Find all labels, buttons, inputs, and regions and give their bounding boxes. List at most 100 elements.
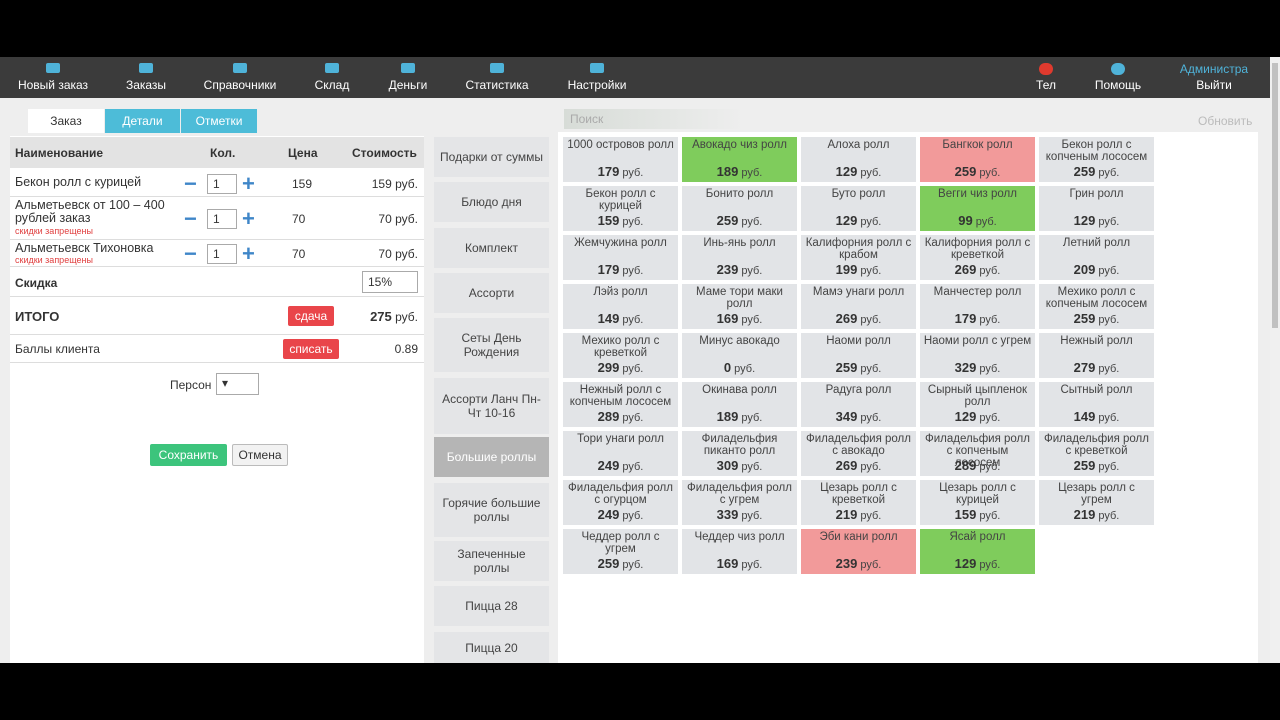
- product-tile[interactable]: Цезарь ролл с угрем 219 руб.: [1039, 480, 1154, 525]
- writeoff-btn[interactable]: списать: [283, 339, 339, 359]
- product-tile[interactable]: Филадельфия пиканто ролл 309 руб.: [682, 431, 797, 476]
- qty-input[interactable]: 1: [207, 173, 237, 194]
- qty-input[interactable]: 1: [207, 208, 237, 229]
- plus-btn[interactable]: +: [242, 205, 255, 231]
- product-tile[interactable]: Бонито ролл 259 руб.: [682, 186, 797, 231]
- product-name: Наоми ролл: [826, 335, 891, 347]
- item-price: 70: [292, 246, 306, 261]
- cancel-btn[interactable]: Отмена: [232, 444, 288, 466]
- nav-item[interactable]: Склад: [314, 78, 350, 92]
- product-name: Бангкок ролл: [942, 139, 1013, 151]
- product-tile[interactable]: Авокадо чиз ролл 189 руб.: [682, 137, 797, 182]
- total-label: ИТОГО: [15, 309, 60, 324]
- nav-item[interactable]: Новый заказ: [17, 78, 89, 92]
- plus-btn[interactable]: +: [242, 240, 255, 266]
- product-tile[interactable]: Калифорния ролл с креветкой 269 руб.: [920, 235, 1035, 280]
- product-tile[interactable]: 1000 островов ролл 179 руб.: [563, 137, 678, 182]
- product-tile[interactable]: Филадельфия ролл с копченым лососем 289 р…: [920, 431, 1035, 476]
- category-button[interactable]: Блюдо дня: [434, 182, 549, 222]
- category-button[interactable]: Ассорти Ланч Пн-Чт 10-16: [434, 378, 549, 434]
- category-button[interactable]: Ассорти: [434, 273, 549, 313]
- product-tile[interactable]: Ясай ролл 129 руб.: [920, 529, 1035, 574]
- minus-btn[interactable]: −: [184, 240, 197, 266]
- minus-btn[interactable]: −: [184, 205, 197, 231]
- product-price: 339 руб.: [682, 508, 797, 522]
- product-tile[interactable]: Летний ролл 209 руб.: [1039, 235, 1154, 280]
- product-tile[interactable]: Филадельфия ролл с огурцом 249 руб.: [563, 480, 678, 525]
- tab[interactable]: Заказ: [28, 109, 104, 133]
- product-tile[interactable]: Цезарь ролл с курицей 159 руб.: [920, 480, 1035, 525]
- product-tile[interactable]: Филадельфия ролл с авокадо 269 руб.: [801, 431, 916, 476]
- category-button[interactable]: Комплект: [434, 228, 549, 268]
- product-tile[interactable]: Наоми ролл с угрем 329 руб.: [920, 333, 1035, 378]
- product-tile[interactable]: Цезарь ролл с креветкой 219 руб.: [801, 480, 916, 525]
- category-button[interactable]: Пицца 28: [434, 586, 549, 626]
- product-price: 179 руб.: [920, 312, 1035, 326]
- discount-select[interactable]: 15%: [362, 271, 418, 293]
- price-value: 279: [1073, 360, 1096, 375]
- minus-btn[interactable]: −: [184, 170, 197, 196]
- product-tile[interactable]: Мехико ролл с креветкой 299 руб.: [563, 333, 678, 378]
- nav-item[interactable]: Тел: [1036, 78, 1056, 92]
- nav-item[interactable]: Настройки: [567, 78, 627, 92]
- logout[interactable]: Выйти: [1196, 78, 1232, 92]
- product-tile[interactable]: Тори унаги ролл 249 руб.: [563, 431, 678, 476]
- product-tile[interactable]: Чеддер чиз ролл 169 руб.: [682, 529, 797, 574]
- product-tile[interactable]: Буто ролл 129 руб.: [801, 186, 916, 231]
- product-tile[interactable]: Калифорния ролл с крабом 199 руб.: [801, 235, 916, 280]
- product-tile[interactable]: Мехико ролл с копченым лососем 259 руб.: [1039, 284, 1154, 329]
- user-name[interactable]: Администра: [1179, 62, 1249, 76]
- product-tile[interactable]: Мамэ унаги ролл 269 руб.: [801, 284, 916, 329]
- plus-btn[interactable]: +: [242, 170, 255, 196]
- product-tile[interactable]: Окинава ролл 189 руб.: [682, 382, 797, 427]
- category-button[interactable]: Горячие большие роллы: [434, 483, 549, 537]
- currency: руб.: [395, 211, 418, 226]
- currency: руб.: [979, 559, 1001, 571]
- nav-item[interactable]: Справочники: [203, 78, 277, 92]
- product-tile[interactable]: Инь-янь ролл 239 руб.: [682, 235, 797, 280]
- nav-item[interactable]: Заказы: [125, 78, 167, 92]
- product-tile[interactable]: Грин ролл 129 руб.: [1039, 186, 1154, 231]
- scroll-thumb[interactable]: [1272, 63, 1278, 328]
- save-btn[interactable]: Сохранить: [150, 444, 227, 466]
- product-tile[interactable]: Нежный ролл 279 руб.: [1039, 333, 1154, 378]
- refresh-link[interactable]: Обновить: [1198, 114, 1253, 128]
- currency: руб.: [979, 314, 1001, 326]
- product-tile[interactable]: Манчестер ролл 179 руб.: [920, 284, 1035, 329]
- nav-item[interactable]: Помощь: [1094, 78, 1142, 92]
- product-tile[interactable]: Алоха ролл 129 руб.: [801, 137, 916, 182]
- category-button[interactable]: Подарки от суммы: [434, 137, 549, 177]
- product-tile[interactable]: Нежный ролл с копченым лососем 289 руб.: [563, 382, 678, 427]
- nav-item[interactable]: Деньги: [388, 78, 428, 92]
- product-tile[interactable]: Лэйз ролл 149 руб.: [563, 284, 678, 329]
- category-button[interactable]: Запеченные роллы: [434, 541, 549, 581]
- persons-select[interactable]: ▾: [216, 373, 259, 395]
- product-tile[interactable]: Филадельфия ролл с креветкой 259 руб.: [1039, 431, 1154, 476]
- qty-input[interactable]: 1: [207, 243, 237, 264]
- product-tile[interactable]: Филадельфия ролл с угрем 339 руб.: [682, 480, 797, 525]
- category-button[interactable]: Пицца 20: [434, 632, 549, 663]
- product-tile[interactable]: Вегги чиз ролл 99 руб.: [920, 186, 1035, 231]
- tab[interactable]: Детали: [105, 109, 180, 133]
- product-tile[interactable]: Радуга ролл 349 руб.: [801, 382, 916, 427]
- search-input[interactable]: Поиск: [564, 109, 744, 129]
- product-tile[interactable]: Эби кани ролл 239 руб.: [801, 529, 916, 574]
- product-tile[interactable]: Минус авокадо 0 руб.: [682, 333, 797, 378]
- category-button[interactable]: Большие роллы: [434, 437, 549, 477]
- product-tile[interactable]: Наоми ролл 259 руб.: [801, 333, 916, 378]
- product-tile[interactable]: Сырный цыпленок ролл 129 руб.: [920, 382, 1035, 427]
- tab[interactable]: Отметки: [181, 109, 257, 133]
- nav-item[interactable]: Статистика: [465, 78, 529, 92]
- product-tile[interactable]: Чеддер ролл с угрем 259 руб.: [563, 529, 678, 574]
- scrollbar[interactable]: [1270, 57, 1280, 663]
- product-tile[interactable]: Сытный ролл 149 руб.: [1039, 382, 1154, 427]
- category-button[interactable]: Сеты День Рождения: [434, 318, 549, 372]
- product-tile[interactable]: Бекон ролл с курицей 159 руб.: [563, 186, 678, 231]
- product-tile[interactable]: Маме тори маки ролл 169 руб.: [682, 284, 797, 329]
- product-tile[interactable]: Бекон ролл с копченым лососем 259 руб.: [1039, 137, 1154, 182]
- price-value: 269: [954, 262, 977, 277]
- change-btn[interactable]: сдача: [288, 306, 334, 326]
- product-tile[interactable]: Бангкок ролл 259 руб.: [920, 137, 1035, 182]
- product-tile[interactable]: Жемчужина ролл 179 руб.: [563, 235, 678, 280]
- top-nav: [0, 57, 1280, 98]
